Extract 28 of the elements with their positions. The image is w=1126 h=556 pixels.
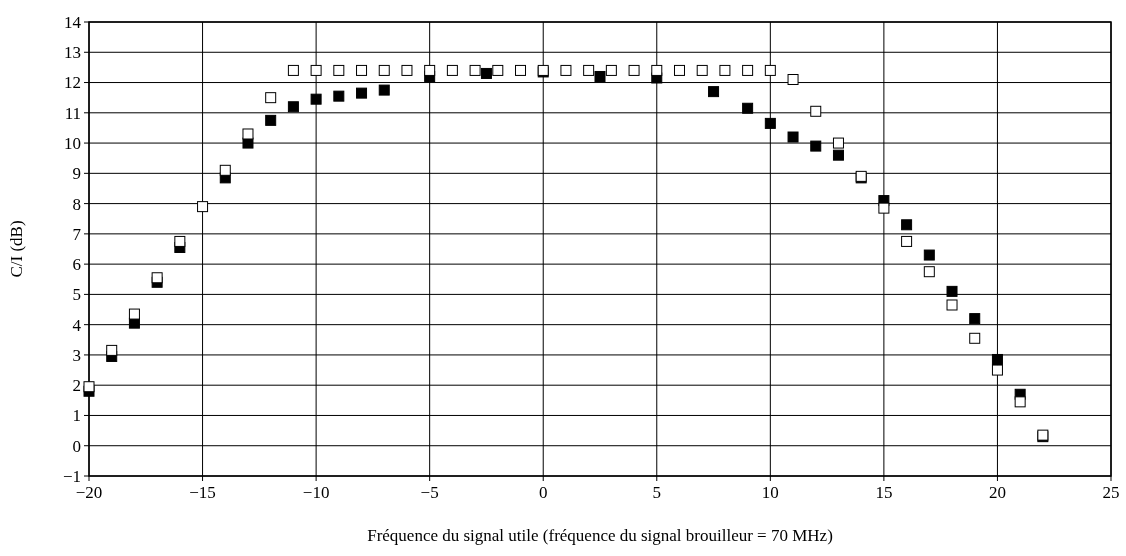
y-tick-label: 12 xyxy=(64,73,81,93)
x-tick-label: 25 xyxy=(1102,483,1120,502)
x-tick-label: 0 xyxy=(538,483,548,502)
y-tick-label: 6 xyxy=(72,255,81,275)
y-tick-label: 13 xyxy=(64,43,81,63)
y-tick-label: −1 xyxy=(62,466,81,486)
y-tick-label: 10 xyxy=(64,134,81,154)
y-tick-label: 11 xyxy=(64,103,81,123)
y-tick-label: 8 xyxy=(72,194,81,214)
y-tick-label: 5 xyxy=(72,285,81,305)
y-axis-title: C/I (dB) xyxy=(7,220,26,278)
y-tick-label: 1 xyxy=(72,406,81,426)
y-tick-label: 0 xyxy=(72,436,81,456)
y-tick-label: 9 xyxy=(72,164,81,184)
x-tick-label: 15 xyxy=(875,483,893,502)
x-tick-label: −15 xyxy=(189,483,216,502)
y-tick-label: 2 xyxy=(72,376,81,396)
x-tick-label: −20 xyxy=(75,483,103,502)
x-tick-label: 20 xyxy=(988,483,1006,502)
y-tick-label: 7 xyxy=(72,224,82,244)
x-tick-label: −5 xyxy=(420,483,439,502)
x-tick-label: −10 xyxy=(302,483,330,502)
y-tick-label: 4 xyxy=(72,315,82,335)
y-tick-label: 3 xyxy=(72,345,81,365)
x-axis-title: Fréquence du signal utile (fréquence du signal brouilleur = 70 MHz) xyxy=(367,526,833,545)
y-tick-label: 14 xyxy=(64,12,82,32)
x-tick-label: 10 xyxy=(761,483,779,502)
x-tick-label: 5 xyxy=(652,483,662,502)
